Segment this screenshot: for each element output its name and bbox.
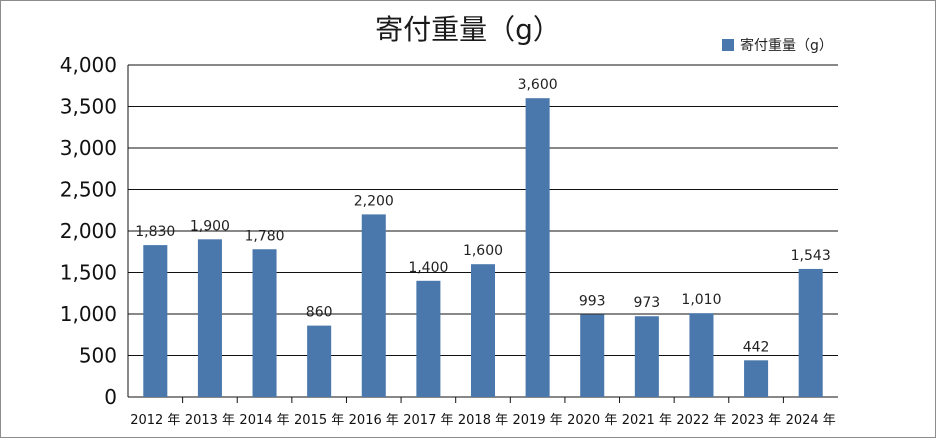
x-tick-label: 2014 年 <box>239 413 289 428</box>
data-label: 1,830 <box>135 224 175 240</box>
data-label: 1,780 <box>244 228 284 244</box>
legend-swatch <box>722 39 734 51</box>
x-tick-label: 2013 年 <box>185 413 235 428</box>
bar <box>580 314 605 397</box>
data-label: 1,600 <box>463 243 503 259</box>
bar <box>525 98 550 397</box>
y-tick-label: 2,000 <box>60 219 117 243</box>
x-tick-label: 2023 年 <box>731 413 781 428</box>
y-tick-label: 2,500 <box>60 178 117 202</box>
bar <box>252 249 277 397</box>
data-label: 1,900 <box>190 218 230 234</box>
data-label: 860 <box>306 305 333 321</box>
y-tick-label: 500 <box>79 344 117 368</box>
data-label: 973 <box>633 295 660 311</box>
data-label: 1,543 <box>791 248 831 264</box>
x-tick-label: 2018 年 <box>458 413 508 428</box>
x-tick-label: 2021 年 <box>622 413 672 428</box>
x-tick-label: 2019 年 <box>513 413 563 428</box>
y-tick-label: 1,500 <box>60 261 117 285</box>
bar <box>197 239 222 397</box>
y-tick-label: 3,500 <box>60 95 117 119</box>
bar <box>361 214 386 397</box>
chart-title: 寄付重量（g） <box>375 13 561 46</box>
bar <box>307 325 332 397</box>
data-label: 993 <box>579 294 606 310</box>
bar <box>689 313 714 397</box>
x-tick-label: 2017 年 <box>403 413 453 428</box>
data-label: 442 <box>743 339 770 355</box>
y-tick-label: 1,000 <box>60 302 117 326</box>
data-label: 2,200 <box>354 193 394 209</box>
x-tick-label: 2012 年 <box>130 413 180 428</box>
y-tick-label: 4,000 <box>60 53 117 77</box>
data-label: 3,600 <box>518 77 558 93</box>
x-tick-label: 2015 年 <box>294 413 344 428</box>
bar <box>470 264 496 397</box>
x-tick-label: 2020 年 <box>567 413 617 428</box>
y-tick-label: 3,000 <box>60 136 117 160</box>
bar <box>744 360 769 397</box>
bar <box>416 280 441 397</box>
bar <box>634 316 659 397</box>
data-label: 1,400 <box>408 260 448 276</box>
bar <box>143 245 168 397</box>
x-tick-label: 2024 年 <box>786 413 836 428</box>
bar <box>798 268 823 397</box>
data-label: 1,010 <box>681 292 721 308</box>
x-tick-label: 2016 年 <box>349 413 399 428</box>
legend: 寄付重量（g） <box>722 35 833 55</box>
x-tick-label: 2022 年 <box>676 413 726 428</box>
y-tick-label: 0 <box>104 385 117 409</box>
legend-label: 寄付重量（g） <box>740 38 833 54</box>
